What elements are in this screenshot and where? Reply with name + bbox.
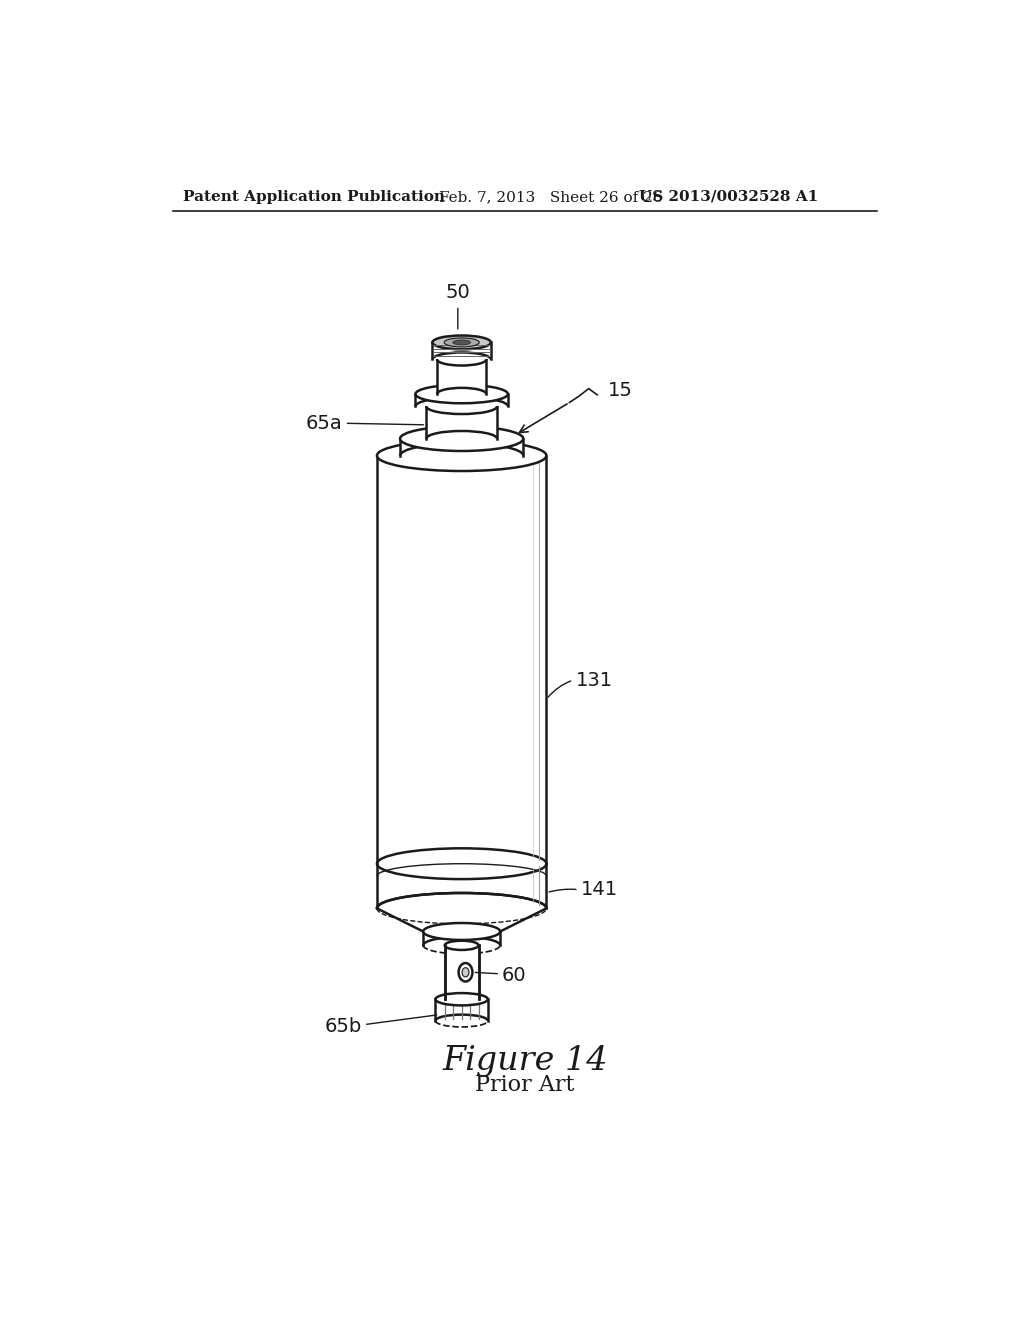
Ellipse shape — [400, 426, 523, 451]
Text: 15: 15 — [608, 380, 633, 400]
Text: 65b: 65b — [325, 1018, 361, 1036]
Ellipse shape — [437, 354, 486, 366]
Bar — [400, 438, 523, 455]
Text: Prior Art: Prior Art — [475, 1074, 574, 1097]
Bar — [444, 945, 478, 999]
Ellipse shape — [426, 399, 497, 414]
Ellipse shape — [444, 941, 478, 950]
Text: Figure 14: Figure 14 — [442, 1045, 607, 1077]
Bar — [426, 407, 497, 438]
Ellipse shape — [377, 441, 547, 471]
Bar — [377, 455, 547, 863]
Ellipse shape — [416, 385, 508, 404]
Bar — [377, 863, 547, 908]
Bar — [437, 359, 486, 395]
Ellipse shape — [459, 964, 472, 982]
Text: 50: 50 — [445, 284, 470, 302]
Bar — [416, 395, 508, 407]
Bar — [432, 342, 490, 359]
Ellipse shape — [435, 993, 487, 1006]
Text: Feb. 7, 2013   Sheet 26 of 26: Feb. 7, 2013 Sheet 26 of 26 — [438, 190, 663, 203]
Ellipse shape — [423, 923, 500, 940]
Text: US 2013/0032528 A1: US 2013/0032528 A1 — [639, 190, 818, 203]
Ellipse shape — [432, 335, 490, 350]
Text: 141: 141 — [581, 880, 618, 899]
Bar — [435, 999, 487, 1020]
Text: 131: 131 — [575, 671, 612, 689]
Polygon shape — [377, 908, 547, 932]
Bar — [423, 932, 500, 945]
Ellipse shape — [462, 968, 469, 977]
Text: Patent Application Publication: Patent Application Publication — [183, 190, 444, 203]
Ellipse shape — [444, 338, 479, 347]
Text: 65a: 65a — [305, 413, 342, 433]
Ellipse shape — [377, 849, 547, 879]
Text: 60: 60 — [502, 966, 526, 985]
Ellipse shape — [453, 341, 470, 345]
